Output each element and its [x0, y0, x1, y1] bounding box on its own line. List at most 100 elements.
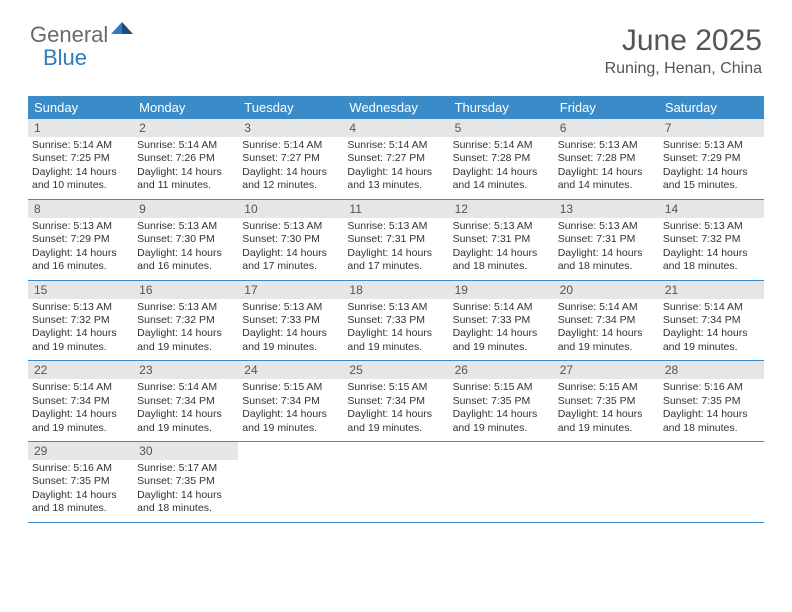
- daylight-text: Daylight: 14 hours and 18 minutes.: [663, 247, 760, 274]
- day-number: [554, 442, 659, 460]
- sunset-text: Sunset: 7:33 PM: [242, 314, 339, 327]
- day-cell: 4Sunrise: 5:14 AMSunset: 7:27 PMDaylight…: [343, 119, 448, 199]
- day-number: 22: [28, 361, 133, 379]
- day-body: Sunrise: 5:13 AMSunset: 7:32 PMDaylight:…: [659, 220, 764, 274]
- day-cell: 17 Sunrise: 5:13 AMSunset: 7:33 PMDayligh…: [238, 281, 343, 361]
- day-cell: 18Sunrise: 5:13 AMSunset: 7:33 PMDayligh…: [343, 281, 448, 361]
- day-number: 13: [554, 200, 659, 218]
- day-cell: [238, 442, 343, 522]
- sunset-text: Sunset: 7:28 PM: [558, 152, 655, 165]
- day-header-thu: Thursday: [449, 96, 554, 119]
- day-cell: 22 Sunrise: 5:14 AMSunset: 7:34 PMDayligh…: [28, 361, 133, 441]
- day-cell: 6Sunrise: 5:13 AMSunset: 7:28 PMDaylight…: [554, 119, 659, 199]
- sunrise-text: Sunrise: 5:13 AM: [558, 139, 655, 152]
- day-body: Sunrise: 5:16 AMSunset: 7:35 PMDaylight:…: [659, 381, 764, 435]
- day-cell: 1Sunrise: 5:14 AMSunset: 7:25 PMDaylight…: [28, 119, 133, 199]
- sunrise-text: Sunrise: 5:16 AM: [663, 381, 760, 394]
- day-cell: 19Sunrise: 5:14 AMSunset: 7:33 PMDayligh…: [449, 281, 554, 361]
- sunset-text: Sunset: 7:31 PM: [558, 233, 655, 246]
- day-body: Sunrise: 5:13 AMSunset: 7:31 PMDaylight:…: [343, 220, 448, 274]
- week-row: 1Sunrise: 5:14 AMSunset: 7:25 PMDaylight…: [28, 119, 764, 200]
- day-number: 30: [133, 442, 238, 460]
- sunset-text: Sunset: 7:32 PM: [32, 314, 129, 327]
- sunrise-text: Sunrise: 5:13 AM: [347, 301, 444, 314]
- sunrise-text: Sunrise: 5:14 AM: [32, 139, 129, 152]
- sunrise-text: Sunrise: 5:13 AM: [242, 301, 339, 314]
- day-cell: 25Sunrise: 5:15 AMSunset: 7:34 PMDayligh…: [343, 361, 448, 441]
- daylight-text: Daylight: 14 hours and 17 minutes.: [242, 247, 339, 274]
- sunrise-text: Sunrise: 5:13 AM: [137, 301, 234, 314]
- day-cell: 15Sunrise: 5:13 AMSunset: 7:32 PMDayligh…: [28, 281, 133, 361]
- sunset-text: Sunset: 7:27 PM: [242, 152, 339, 165]
- sunset-text: Sunset: 7:33 PM: [347, 314, 444, 327]
- day-cell: 14 Sunrise: 5:13 AMSunset: 7:32 PMDayligh…: [659, 200, 764, 280]
- day-header-sat: Saturday: [659, 96, 764, 119]
- day-body: Sunrise: 5:13 AMSunset: 7:33 PMDaylight:…: [343, 301, 448, 355]
- sunset-text: Sunset: 7:34 PM: [347, 395, 444, 408]
- day-body: Sunrise: 5:14 AMSunset: 7:34 PMDaylight:…: [28, 381, 133, 435]
- day-body: Sunrise: 5:15 AMSunset: 7:35 PMDaylight:…: [554, 381, 659, 435]
- sunrise-text: Sunrise: 5:13 AM: [242, 220, 339, 233]
- daylight-text: Daylight: 14 hours and 16 minutes.: [137, 247, 234, 274]
- sunset-text: Sunset: 7:30 PM: [242, 233, 339, 246]
- day-cell: [449, 442, 554, 522]
- day-cell: 8Sunrise: 5:13 AMSunset: 7:29 PMDaylight…: [28, 200, 133, 280]
- sunset-text: Sunset: 7:30 PM: [137, 233, 234, 246]
- day-number: 29: [28, 442, 133, 460]
- day-number: 8: [28, 200, 133, 218]
- day-cell: 9Sunrise: 5:13 AMSunset: 7:30 PMDaylight…: [133, 200, 238, 280]
- day-cell: 21Sunrise: 5:14 AMSunset: 7:34 PMDayligh…: [659, 281, 764, 361]
- day-body: Sunrise: 5:15 AMSunset: 7:34 PMDaylight:…: [343, 381, 448, 435]
- day-number: 15: [28, 281, 133, 299]
- sunset-text: Sunset: 7:29 PM: [32, 233, 129, 246]
- sunrise-text: Sunrise: 5:14 AM: [663, 301, 760, 314]
- day-number: 26: [449, 361, 554, 379]
- day-body: Sunrise: 5:13 AMSunset: 7:31 PMDaylight:…: [554, 220, 659, 274]
- day-cell: 27Sunrise: 5:15 AMSunset: 7:35 PMDayligh…: [554, 361, 659, 441]
- week-row: 22 Sunrise: 5:14 AMSunset: 7:34 PMDayligh…: [28, 361, 764, 442]
- day-number: 24: [238, 361, 343, 379]
- day-body: Sunrise: 5:14 AMSunset: 7:28 PMDaylight:…: [449, 139, 554, 193]
- week-row: 15Sunrise: 5:13 AMSunset: 7:32 PMDayligh…: [28, 281, 764, 362]
- sunset-text: Sunset: 7:28 PM: [453, 152, 550, 165]
- sunrise-text: Sunrise: 5:13 AM: [32, 301, 129, 314]
- day-body: Sunrise: 5:16 AMSunset: 7:35 PMDaylight:…: [28, 462, 133, 516]
- week-row: 8 Sunrise: 5:13 AM Sunset: 7:29 PM Daylight…: [28, 200, 764, 281]
- day-header-row: Sunday Monday Tuesday Wednesday Thursday…: [28, 96, 764, 119]
- sunrise-text: Sunrise: 5:15 AM: [453, 381, 550, 394]
- day-body: Sunrise: 5:14 AMSunset: 7:34 PMDaylight:…: [659, 301, 764, 355]
- sunset-text: Sunset: 7:29 PM: [663, 152, 760, 165]
- logo-line2: Blue: [43, 45, 87, 71]
- day-cell: 10Sunrise: 5:13 AMSunset: 7:30 PMDayligh…: [238, 200, 343, 280]
- day-header-tue: Tuesday: [238, 96, 343, 119]
- daylight-text: Daylight: 14 hours and 19 minutes.: [242, 327, 339, 354]
- day-number: 14: [659, 200, 764, 218]
- sunrise-text: Sunrise: 5:14 AM: [558, 301, 655, 314]
- day-body: Sunrise: 5:13 AMSunset: 7:32 PMDaylight:…: [133, 301, 238, 355]
- day-cell: [659, 442, 764, 522]
- daylight-text: Daylight: 14 hours and 11 minutes.: [137, 166, 234, 193]
- daylight-text: Daylight: 14 hours and 19 minutes.: [347, 327, 444, 354]
- sunset-text: Sunset: 7:35 PM: [137, 475, 234, 488]
- day-cell: 12Sunrise: 5:13 AMSunset: 7:31 PMDayligh…: [449, 200, 554, 280]
- logo-text-2: Blue: [43, 45, 87, 70]
- daylight-text: Daylight: 14 hours and 14 minutes.: [558, 166, 655, 193]
- day-body: Sunrise: 5:14 AMSunset: 7:27 PMDaylight:…: [238, 139, 343, 193]
- sunrise-text: Sunrise: 5:13 AM: [347, 220, 444, 233]
- sunrise-text: Sunrise: 5:14 AM: [137, 381, 234, 394]
- sunset-text: Sunset: 7:26 PM: [137, 152, 234, 165]
- day-number: 11: [343, 200, 448, 218]
- day-body: Sunrise: 5:13 AMSunset: 7:30 PMDaylight:…: [238, 220, 343, 274]
- sunset-text: Sunset: 7:35 PM: [558, 395, 655, 408]
- sunrise-text: Sunrise: 5:14 AM: [453, 301, 550, 314]
- sunrise-text: Sunrise: 5:16 AM: [32, 462, 129, 475]
- day-header-fri: Friday: [554, 96, 659, 119]
- day-number: 17: [238, 281, 343, 299]
- day-body: Sunrise: 5:15 AMSunset: 7:35 PMDaylight:…: [449, 381, 554, 435]
- sunrise-text: Sunrise: 5:15 AM: [558, 381, 655, 394]
- day-cell: 23Sunrise: 5:14 AMSunset: 7:34 PMDayligh…: [133, 361, 238, 441]
- day-cell: [554, 442, 659, 522]
- day-cell: 2Sunrise: 5:14 AMSunset: 7:26 PMDaylight…: [133, 119, 238, 199]
- daylight-text: Daylight: 14 hours and 13 minutes.: [347, 166, 444, 193]
- daylight-text: Daylight: 14 hours and 19 minutes.: [663, 327, 760, 354]
